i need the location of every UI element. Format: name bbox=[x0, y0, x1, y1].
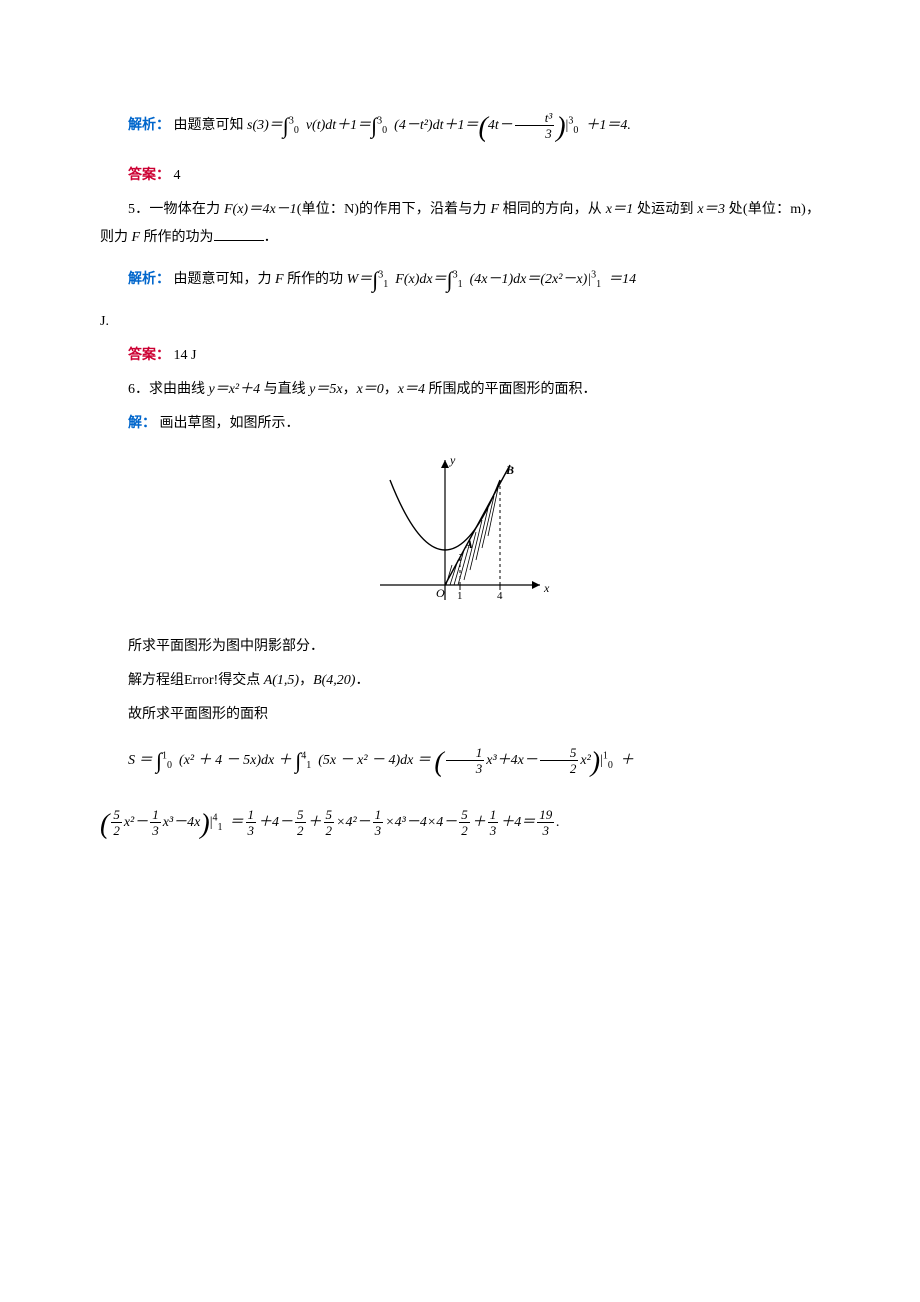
q6-stem: 6．求由曲线 y＝x²＋4 与直线 y＝5x，x＝0，x＝4 所围成的平面图形的… bbox=[100, 376, 820, 404]
q6-area-eq-line1: S ＝ ∫10 (x² ＋ 4 － 5x)dx ＋ ∫41 (5x － x² －… bbox=[100, 735, 820, 791]
q5-stem: 5．一物体在力 F(x)＝4x－1(单位：N)的作用下，沿着与力 F 相同的方向… bbox=[100, 196, 820, 252]
answer-label: 答案： bbox=[128, 168, 170, 183]
analysis-label: 解析： bbox=[128, 118, 170, 133]
tick-4: 4 bbox=[497, 590, 503, 602]
fill-blank bbox=[214, 226, 264, 241]
q5-number: 5． bbox=[128, 202, 149, 217]
q4-analysis-prefix: 由题意可知 bbox=[174, 118, 248, 133]
graph-svg: O 1 4 x y A B bbox=[360, 450, 560, 610]
q6-figure: O 1 4 x y A B bbox=[100, 450, 820, 621]
y-axis-label: y bbox=[449, 453, 456, 467]
q4-answer: 答案： 4 bbox=[100, 162, 820, 190]
point-a-label: A bbox=[464, 537, 473, 551]
origin-label: O bbox=[436, 586, 445, 600]
q6-area-eq-line2: (52x²－13x³－4x)|41 ＝13＋4－52＋52×4²－13×4³－4… bbox=[100, 797, 820, 853]
q5-answer: 答案： 14 J bbox=[100, 342, 820, 370]
q6-p3: 故所求平面图形的面积 bbox=[100, 701, 820, 729]
x-axis-label: x bbox=[543, 581, 550, 595]
q4-analysis: 解析： 由题意可知 s(3)＝∫30 v(t)dt＋1＝∫30 (4－t²)dt… bbox=[100, 100, 820, 156]
q4-eq: s(3)＝∫30 v(t)dt＋1＝∫30 (4－t²)dt＋1＝(4t－t³3… bbox=[247, 118, 631, 133]
answer-label: 答案： bbox=[128, 348, 170, 363]
solution-label: 解： bbox=[128, 416, 156, 431]
point-b-label: B bbox=[505, 463, 514, 477]
q5-answer-value: 14 J bbox=[174, 348, 197, 363]
error-text: Error! bbox=[184, 673, 218, 688]
q6-solution-intro: 解： 画出草图，如图所示． bbox=[100, 410, 820, 438]
analysis-label: 解析： bbox=[128, 272, 170, 287]
q6-number: 6． bbox=[128, 382, 149, 397]
document-page: 解析： 由题意可知 s(3)＝∫30 v(t)dt＋1＝∫30 (4－t²)dt… bbox=[0, 0, 920, 1302]
q6-p1: 所求平面图形为图中阴影部分． bbox=[100, 633, 820, 661]
q6-p2: 解方程组Error!得交点 A(1,5)，B(4,20)． bbox=[100, 667, 820, 695]
tick-1: 1 bbox=[457, 590, 463, 602]
q4-answer-value: 4 bbox=[174, 168, 181, 183]
q5-unit: J. bbox=[100, 308, 820, 336]
q5-analysis: 解析： 由题意可知，力 F 所作的功 W＝∫31 F(x)dx＝∫31 (4x－… bbox=[100, 258, 820, 302]
q5-eq: W＝∫31 F(x)dx＝∫31 (4x－1)dx＝(2x²－x)|31 ＝14 bbox=[347, 272, 637, 287]
